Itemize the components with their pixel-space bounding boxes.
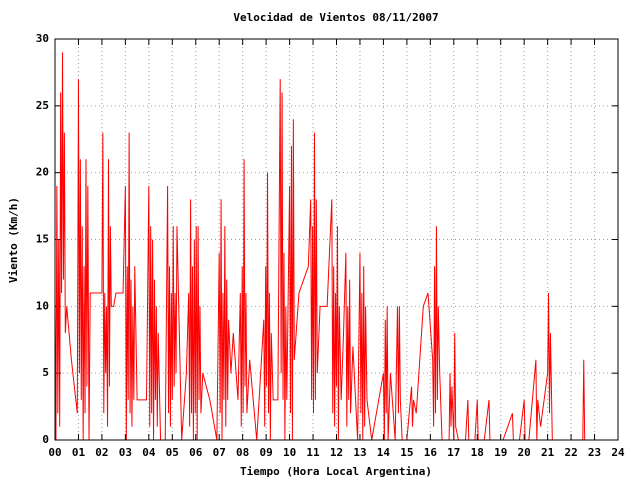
y-tick-label: 30: [36, 32, 49, 45]
y-tick-label: 5: [42, 366, 49, 379]
x-tick-label: 05: [166, 446, 179, 459]
x-tick-label: 20: [518, 446, 531, 459]
data-line: [54, 52, 586, 441]
x-tick-label: 23: [588, 446, 601, 459]
x-tick-label: 09: [260, 446, 273, 459]
y-tick-label: 20: [36, 166, 49, 179]
y-tick-label: 0: [42, 433, 49, 446]
x-tick-label: 22: [564, 446, 577, 459]
x-tick-label: 06: [189, 446, 203, 459]
y-tick-label: 10: [36, 299, 49, 312]
x-tick-label: 07: [213, 446, 226, 459]
x-tick-label: 10: [283, 446, 296, 459]
x-tick-label: 15: [400, 446, 413, 459]
chart-title: Velocidad de Vientos 08/11/2007: [233, 11, 438, 24]
x-tick-label: 00: [48, 446, 61, 459]
x-tick-label: 11: [306, 446, 320, 459]
x-tick-label: 12: [330, 446, 343, 459]
x-tick-label: 14: [377, 446, 391, 459]
y-axis-label: Viento (Km/h): [7, 197, 20, 283]
x-tick-label: 16: [424, 446, 438, 459]
x-tick-label: 02: [95, 446, 108, 459]
x-tick-label: 04: [142, 446, 156, 459]
x-tick-label: 19: [494, 446, 507, 459]
x-tick-label: 03: [119, 446, 132, 459]
x-axis-label: Tiempo (Hora Local Argentina): [240, 465, 432, 478]
x-tick-label: 01: [72, 446, 86, 459]
y-tick-label: 15: [36, 233, 49, 246]
y-tick-label: 25: [36, 99, 49, 112]
x-tick-label: 24: [611, 446, 625, 459]
x-tick-label: 08: [236, 446, 249, 459]
x-tick-label: 21: [541, 446, 555, 459]
x-tick-label: 13: [353, 446, 366, 459]
plot-border: [54, 38, 619, 441]
x-tick-label: 18: [471, 446, 484, 459]
x-tick-label: 17: [447, 446, 460, 459]
